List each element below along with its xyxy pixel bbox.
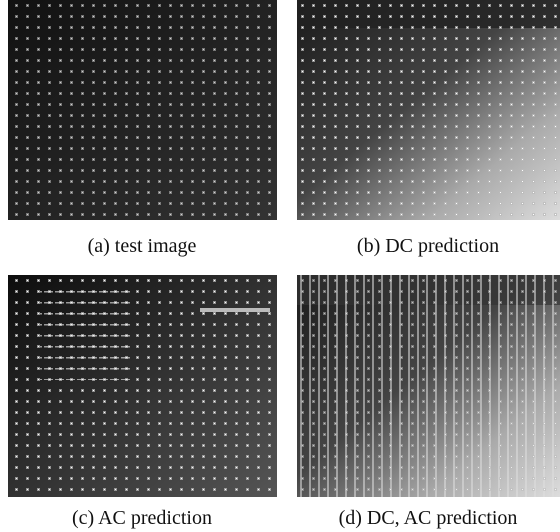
caption: (d) DC, AC prediction xyxy=(339,507,518,529)
caption: (b) DC prediction xyxy=(357,235,499,257)
image-texture xyxy=(297,0,560,220)
panel-a: (a) test image xyxy=(8,0,277,257)
image-line xyxy=(200,308,270,312)
panel-b: (b) DC prediction xyxy=(297,0,560,257)
panel-d: (d) DC, AC prediction xyxy=(297,275,560,529)
image-lines xyxy=(40,290,130,380)
image-texture xyxy=(8,0,277,220)
panel-c: (c) AC prediction xyxy=(8,275,277,529)
image-texture xyxy=(297,275,560,497)
figure: (a) test image (b) DC prediction (c) AC … xyxy=(0,0,560,532)
caption: (a) test image xyxy=(88,235,197,257)
caption: (c) AC prediction xyxy=(72,507,212,529)
